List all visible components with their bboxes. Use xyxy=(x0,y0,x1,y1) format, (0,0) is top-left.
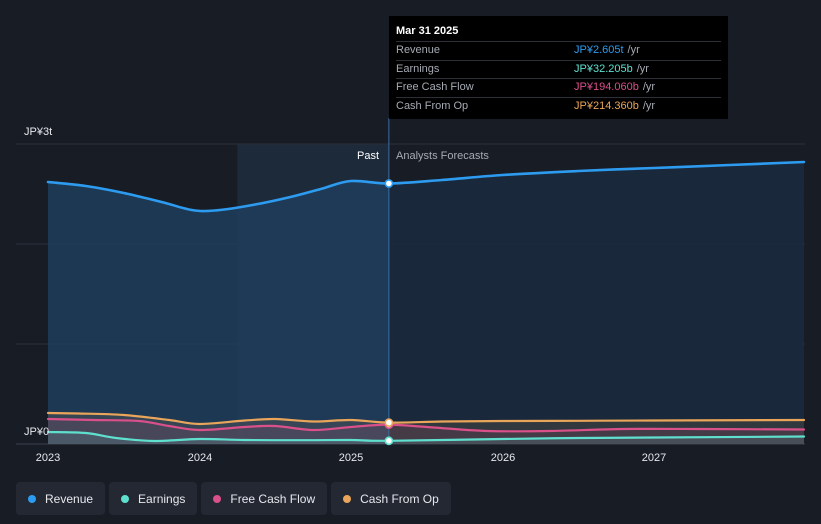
tooltip-value: JP¥32.205b xyxy=(574,62,633,75)
tooltip-value: JP¥194.060b xyxy=(574,81,639,93)
legend-label: Revenue xyxy=(45,491,94,506)
series-line-free-cash-flow xyxy=(46,417,806,433)
legend: Revenue Earnings Free Cash Flow Cash Fro… xyxy=(16,482,451,515)
series-line-cash-from-op xyxy=(46,411,806,426)
tooltip-label: Revenue xyxy=(396,44,441,56)
x-tick-label-2023: 2023 xyxy=(35,452,61,464)
legend-dot-icon xyxy=(343,494,352,503)
series-line-revenue xyxy=(46,160,806,213)
revenue-area-forecast xyxy=(388,162,804,444)
legend-item-cash-from-op[interactable]: Cash From Op xyxy=(331,482,451,515)
series-line-earnings xyxy=(46,430,806,443)
tooltip-row-revenue: Revenue JP¥2.605t /yr xyxy=(396,41,721,60)
tooltip-unit: /yr xyxy=(627,44,640,56)
data-point-marker-revenue xyxy=(384,179,394,188)
forecast-label: Analysts Forecasts xyxy=(396,150,489,162)
legend-dot-icon xyxy=(213,494,222,503)
y-tick-label-bottom: JP¥0 xyxy=(24,426,50,438)
x-tick-label-2027: 2027 xyxy=(641,452,667,464)
tooltip-value: JP¥214.360b xyxy=(574,99,639,112)
tooltip-label: Earnings xyxy=(396,62,440,75)
tooltip: Mar 31 2025 Revenue JP¥2.605t /yr Earnin… xyxy=(389,16,728,119)
revenue-area-past xyxy=(48,180,389,444)
legend-label: Earnings xyxy=(138,491,186,506)
tooltip-unit: /yr xyxy=(642,99,656,112)
legend-label: Free Cash Flow xyxy=(230,491,316,506)
data-point-marker-cash-from-op xyxy=(384,418,394,427)
x-tick-label-2025: 2025 xyxy=(338,452,364,464)
data-point-marker-earnings xyxy=(384,436,394,446)
tooltip-unit: /yr xyxy=(642,81,656,93)
legend-item-free-cash-flow[interactable]: Free Cash Flow xyxy=(201,482,328,515)
x-tick-label-2024: 2024 xyxy=(187,452,213,464)
tooltip-label: Cash From Op xyxy=(396,99,469,112)
tooltip-row-free-cash-flow: Free Cash Flow JP¥194.060b /yr xyxy=(396,78,721,97)
y-tick-label-top: JP¥3t xyxy=(24,126,53,138)
legend-item-earnings[interactable]: Earnings xyxy=(109,482,198,515)
tooltip-row-cash-from-op: Cash From Op JP¥214.360b /yr xyxy=(396,96,721,116)
legend-dot-icon xyxy=(28,494,36,503)
legend-item-revenue[interactable]: Revenue xyxy=(16,482,106,515)
legend-label: Cash From Op xyxy=(360,491,439,506)
tooltip-date: Mar 31 2025 xyxy=(396,25,459,37)
x-tick-label-2026: 2026 xyxy=(490,452,516,464)
legend-dot-icon xyxy=(121,494,130,503)
tooltip-value: JP¥2.605t xyxy=(574,44,624,56)
tooltip-label: Free Cash Flow xyxy=(396,81,474,93)
tooltip-row-earnings: Earnings JP¥32.205b /yr xyxy=(396,59,721,79)
tooltip-unit: /yr xyxy=(636,62,649,75)
past-label: Past xyxy=(357,150,380,162)
series-area-earnings xyxy=(48,432,804,444)
